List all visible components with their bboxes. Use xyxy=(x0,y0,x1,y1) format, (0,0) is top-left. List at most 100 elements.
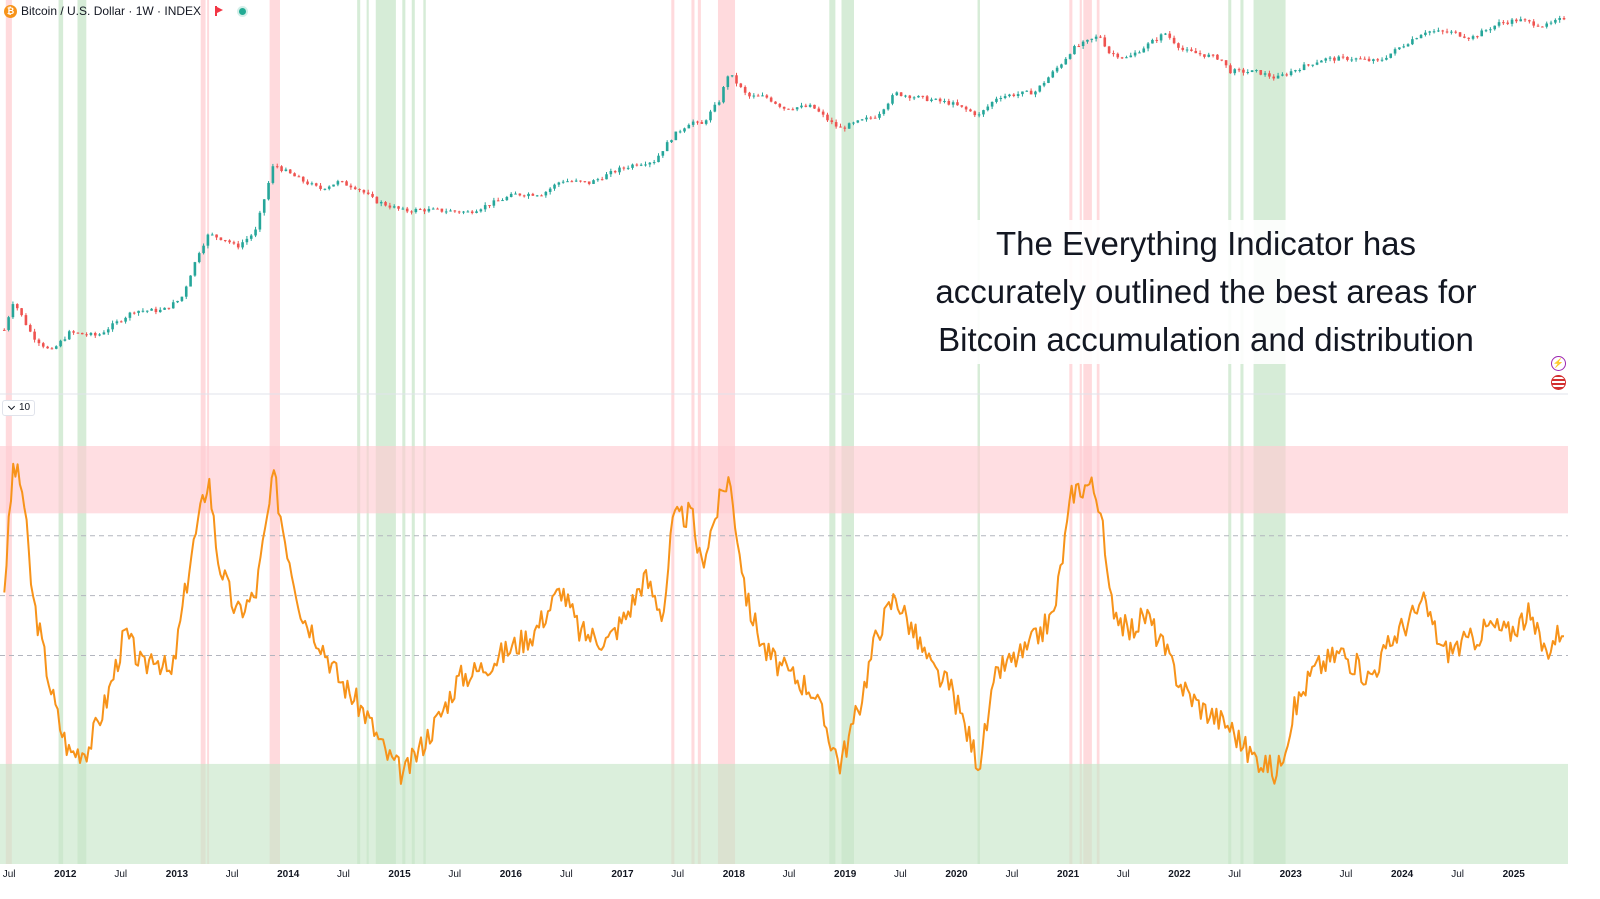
price-candle xyxy=(1467,37,1471,39)
price-candle xyxy=(1359,58,1362,60)
price-candle xyxy=(817,108,821,112)
price-candle xyxy=(232,242,236,244)
price-candle xyxy=(544,191,548,196)
price-candle xyxy=(388,205,392,208)
price-candle xyxy=(1437,30,1440,32)
price-candle xyxy=(670,140,673,143)
price-candle xyxy=(314,183,318,186)
price-candle xyxy=(1450,31,1453,33)
price-candle xyxy=(154,308,158,313)
price-candle xyxy=(691,121,695,125)
price-candle xyxy=(1411,39,1414,45)
price-candle xyxy=(960,105,964,107)
price-candle xyxy=(930,99,933,102)
price-candle xyxy=(306,181,309,185)
price-candle xyxy=(830,120,834,123)
price-candle xyxy=(1506,22,1510,24)
price-candle xyxy=(215,234,218,238)
price-candle xyxy=(280,166,283,172)
price-candle xyxy=(1016,94,1020,96)
price-candle xyxy=(128,312,132,318)
price-candle xyxy=(379,202,383,204)
price-candle xyxy=(1276,75,1280,79)
price-candle xyxy=(795,107,799,110)
price-candle xyxy=(1493,25,1497,30)
time-axis-tick-label: Jul xyxy=(560,869,573,880)
price-candle xyxy=(1454,31,1458,33)
price-candle xyxy=(80,332,84,335)
price-candle xyxy=(782,106,786,109)
price-candle xyxy=(46,346,49,349)
price-candle xyxy=(1480,30,1484,37)
price-candle xyxy=(258,212,262,230)
price-candle xyxy=(93,333,97,336)
price-candle xyxy=(119,321,123,323)
price-candle xyxy=(1042,82,1046,86)
price-candle xyxy=(1541,26,1544,28)
price-candle xyxy=(800,105,803,108)
price-candle xyxy=(371,193,374,197)
price-candle xyxy=(548,188,552,192)
price-candle xyxy=(106,329,110,333)
price-candle xyxy=(76,332,80,334)
us-flag-icon[interactable] xyxy=(1551,375,1566,390)
annotation-line: accurately outlined the best areas for xyxy=(886,268,1526,316)
accumulation-band xyxy=(977,0,980,864)
price-candle xyxy=(1463,36,1466,38)
price-candle xyxy=(1203,54,1206,57)
price-candle xyxy=(834,122,838,127)
symbol-title[interactable]: Bitcoin / U.S. Dollar · 1W · INDEX xyxy=(21,4,202,18)
price-candle xyxy=(1133,52,1137,56)
price-candle xyxy=(956,102,959,106)
indicator-collapse-button[interactable]: 10 xyxy=(2,400,36,416)
price-candle xyxy=(353,187,357,190)
time-axis-tick-label: 2013 xyxy=(166,869,189,880)
price-candle xyxy=(869,117,873,119)
price-candle xyxy=(50,348,54,350)
price-candle xyxy=(1159,34,1163,41)
time-axis-tick-label: Jul xyxy=(1340,869,1353,880)
price-candle xyxy=(1060,64,1063,68)
price-candle xyxy=(111,323,114,330)
price-candle xyxy=(197,253,201,263)
price-candle xyxy=(756,95,760,97)
price-candle xyxy=(1038,85,1042,92)
price-candle xyxy=(1047,77,1050,83)
price-candle xyxy=(158,309,162,313)
price-candle xyxy=(488,205,491,207)
price-candle xyxy=(947,100,951,105)
price-candle xyxy=(739,83,743,88)
price-candle xyxy=(977,114,981,116)
price-candle xyxy=(479,209,483,212)
symbol-header[interactable]: ₿ Bitcoin / U.S. Dollar · 1W · INDEX xyxy=(4,2,247,20)
price-candle xyxy=(1320,60,1323,63)
price-candle xyxy=(917,95,920,98)
price-candle xyxy=(475,211,478,214)
price-candle xyxy=(1220,59,1224,61)
price-candle xyxy=(397,206,400,209)
time-axis-tick-label: Jul xyxy=(448,869,461,880)
price-candle xyxy=(1445,31,1449,33)
price-candle xyxy=(28,325,32,332)
price-candle xyxy=(245,238,249,243)
accumulation-band xyxy=(1253,0,1286,864)
price-candle xyxy=(1012,94,1016,96)
price-candle xyxy=(865,117,868,120)
price-candle xyxy=(570,181,574,183)
price-candle xyxy=(748,92,751,97)
time-axis-tick-label: Jul xyxy=(114,869,127,880)
accumulation-band xyxy=(375,0,396,864)
lightning-icon[interactable]: ⚡ xyxy=(1551,356,1566,371)
price-candle xyxy=(254,229,257,236)
price-candle xyxy=(899,92,903,96)
price-candle xyxy=(665,142,669,152)
price-candle xyxy=(1497,22,1501,26)
red-flag-icon[interactable] xyxy=(215,6,224,16)
price-candle xyxy=(1250,70,1254,73)
price-candle xyxy=(891,95,894,104)
price-candle xyxy=(813,104,816,109)
price-candle xyxy=(1398,47,1401,50)
price-candle xyxy=(982,110,985,115)
